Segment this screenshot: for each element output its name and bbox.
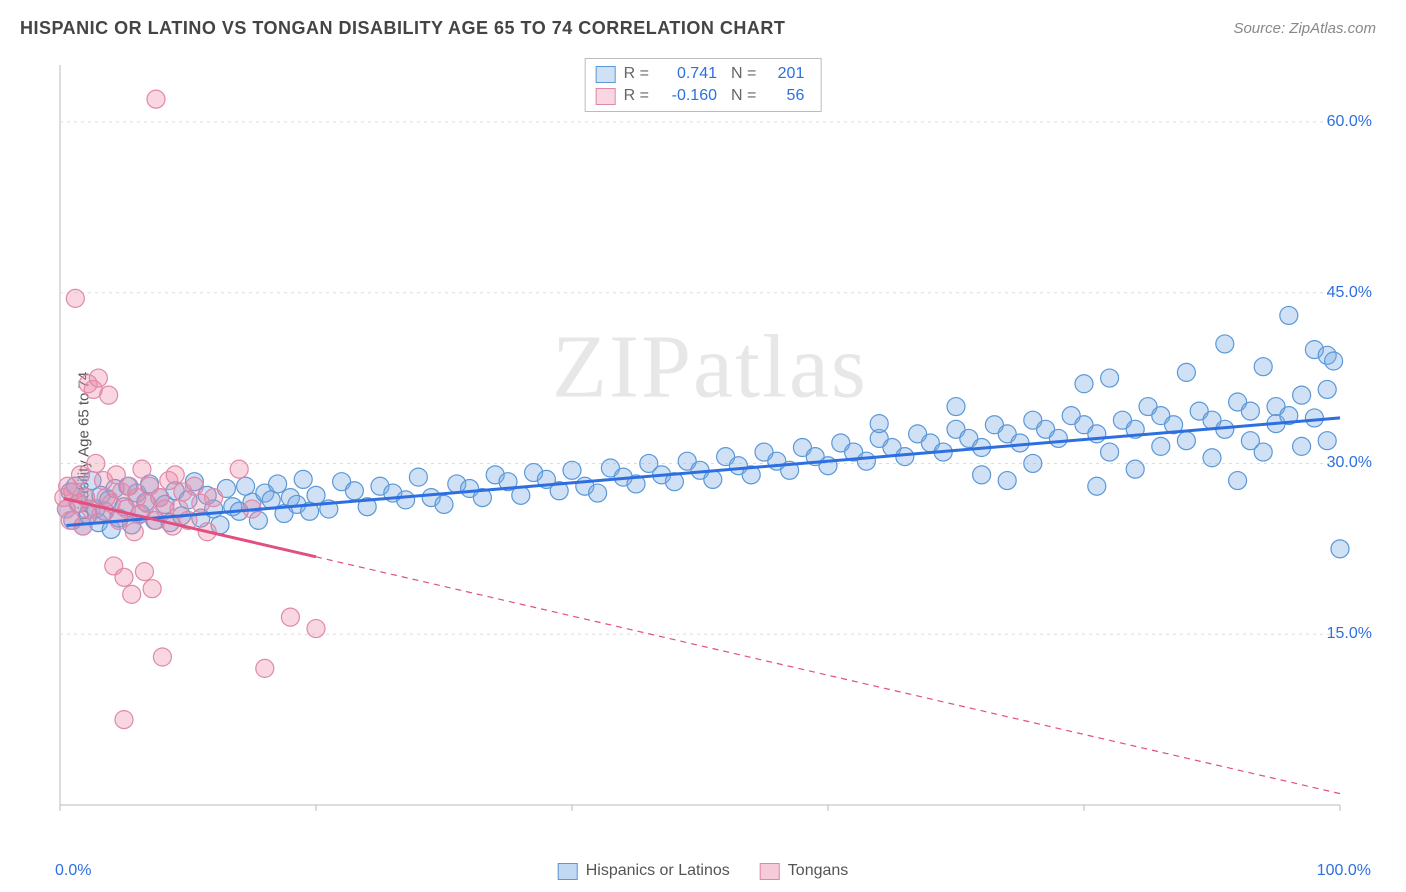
data-point	[1152, 437, 1170, 455]
data-point	[1331, 540, 1349, 558]
series-swatch	[596, 66, 616, 83]
legend-item: Hispanics or Latinos	[558, 862, 730, 880]
stats-row: R = 0.741 N = 201	[596, 63, 811, 85]
correlation-stats-box: R = 0.741 N = 201 R = -0.160 N = 56	[585, 58, 822, 112]
n-label: N =	[731, 85, 756, 107]
data-point	[1293, 386, 1311, 404]
data-point	[1305, 409, 1323, 427]
data-point	[1241, 402, 1259, 420]
legend-item: Tongans	[760, 862, 849, 880]
data-point	[153, 648, 171, 666]
data-point	[1318, 380, 1336, 398]
legend-label: Hispanics or Latinos	[586, 862, 730, 880]
data-point	[125, 523, 143, 541]
n-value: 56	[764, 85, 810, 107]
legend-label: Tongans	[788, 862, 849, 880]
data-point	[230, 460, 248, 478]
legend-swatch	[558, 863, 578, 880]
x-axis-max-label: 100.0%	[1317, 862, 1371, 880]
data-point	[133, 460, 151, 478]
data-point	[1101, 369, 1119, 387]
data-point	[262, 491, 280, 509]
data-point	[345, 482, 363, 500]
n-value: 201	[764, 63, 810, 85]
data-point	[1177, 432, 1195, 450]
stats-row: R = -0.160 N = 56	[596, 85, 811, 107]
data-point	[185, 477, 203, 495]
data-point	[66, 289, 84, 307]
data-point	[147, 90, 165, 108]
data-point	[256, 659, 274, 677]
series-swatch	[596, 88, 616, 105]
r-value: -0.160	[657, 85, 723, 107]
data-point	[973, 466, 991, 484]
data-point	[100, 386, 118, 404]
data-point	[1088, 477, 1106, 495]
data-point	[1126, 460, 1144, 478]
data-point	[704, 470, 722, 488]
data-point	[409, 468, 427, 486]
data-point	[1293, 437, 1311, 455]
data-point	[166, 466, 184, 484]
data-point	[1101, 443, 1119, 461]
data-point	[998, 472, 1016, 490]
r-label: R =	[624, 85, 649, 107]
data-point	[589, 484, 607, 502]
data-point	[269, 475, 287, 493]
y-tick-label: 15.0%	[1327, 625, 1372, 643]
data-point	[281, 608, 299, 626]
data-point	[307, 620, 325, 638]
data-point	[294, 470, 312, 488]
data-point	[1216, 335, 1234, 353]
data-point	[857, 452, 875, 470]
data-point	[397, 491, 415, 509]
trend-line-extrapolated	[316, 557, 1340, 794]
y-tick-label: 60.0%	[1327, 113, 1372, 131]
data-point	[1049, 429, 1067, 447]
legend-swatch	[760, 863, 780, 880]
y-tick-label: 30.0%	[1327, 454, 1372, 472]
data-point	[870, 415, 888, 433]
data-point	[135, 563, 153, 581]
n-label: N =	[731, 63, 756, 85]
data-point	[435, 495, 453, 513]
data-point	[1203, 449, 1221, 467]
data-point	[71, 466, 89, 484]
data-point	[1024, 454, 1042, 472]
data-point	[1177, 363, 1195, 381]
data-point	[143, 580, 161, 598]
legend-bottom: Hispanics or Latinos Tongans	[558, 862, 849, 880]
x-axis-min-label: 0.0%	[55, 862, 91, 880]
data-point	[87, 454, 105, 472]
data-point	[947, 398, 965, 416]
r-label: R =	[624, 63, 649, 85]
y-tick-label: 45.0%	[1327, 284, 1372, 302]
r-value: 0.741	[657, 63, 723, 85]
source-attribution: Source: ZipAtlas.com	[1233, 20, 1376, 37]
chart-title: HISPANIC OR LATINO VS TONGAN DISABILITY …	[20, 18, 785, 39]
data-point	[307, 486, 325, 504]
plot-area: ZIPatlas	[50, 55, 1370, 835]
data-point	[563, 461, 581, 479]
data-point	[1280, 306, 1298, 324]
data-point	[115, 568, 133, 586]
data-point	[115, 711, 133, 729]
data-point	[1229, 472, 1247, 490]
trend-line	[66, 418, 1340, 526]
data-point	[1254, 358, 1272, 376]
data-point	[1254, 443, 1272, 461]
scatter-svg	[50, 55, 1370, 835]
data-point	[89, 369, 107, 387]
data-point	[205, 489, 223, 507]
data-point	[1075, 375, 1093, 393]
data-point	[1325, 352, 1343, 370]
data-point	[237, 477, 255, 495]
data-point	[1318, 432, 1336, 450]
data-point	[123, 585, 141, 603]
